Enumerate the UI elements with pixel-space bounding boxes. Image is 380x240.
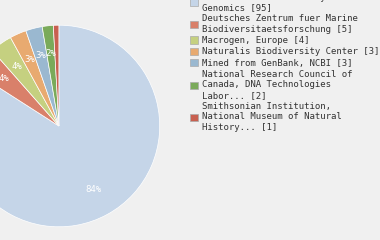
Text: 3%: 3% — [36, 51, 46, 60]
Text: 4%: 4% — [0, 74, 9, 83]
Text: 3%: 3% — [24, 55, 35, 64]
Text: 2%: 2% — [46, 49, 56, 58]
Legend: Centre for Biodiversity
Genomics [95], Deutsches Zentrum fuer Marine
Biodiversit: Centre for Biodiversity Genomics [95], D… — [189, 0, 380, 133]
Wedge shape — [26, 27, 59, 126]
Wedge shape — [0, 50, 59, 126]
Wedge shape — [0, 25, 160, 227]
Wedge shape — [0, 38, 59, 126]
Text: 4%: 4% — [12, 62, 22, 71]
Text: 84%: 84% — [86, 185, 102, 194]
Wedge shape — [53, 25, 59, 126]
Wedge shape — [42, 25, 59, 126]
Wedge shape — [11, 31, 59, 126]
